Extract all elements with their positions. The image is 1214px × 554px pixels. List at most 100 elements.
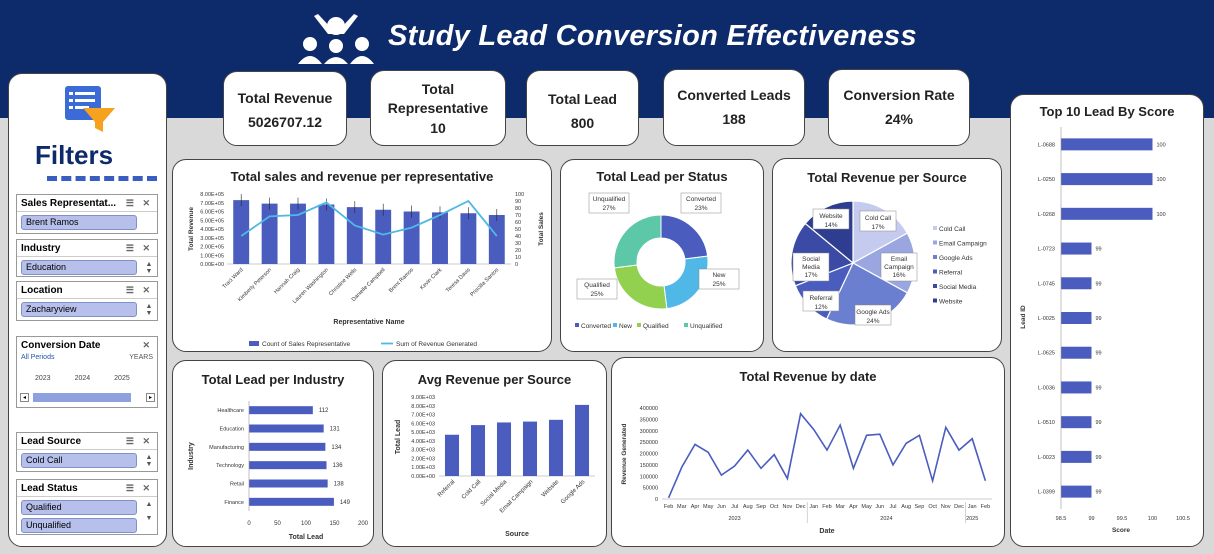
data-label: 99 [1096, 455, 1102, 461]
donut-slice [613, 264, 668, 310]
legend-label: Google Ads [939, 255, 973, 262]
slicer-industry[interactable]: Industry ☰ ✕ Education ▲ ▼ [16, 239, 158, 277]
multiselect-clear-icon[interactable]: ☰ ✕ [125, 285, 153, 295]
bar [249, 461, 327, 470]
data-label-value: 24% [866, 318, 879, 325]
kpi-value: 10 [430, 120, 446, 136]
x-tick-label: Jul [731, 504, 738, 510]
bar [249, 424, 324, 433]
bar [522, 421, 538, 476]
y-tick-label: 50000 [643, 486, 658, 492]
x-tick-label: Aug [901, 504, 911, 510]
y-tick-label: L-0268 [1038, 212, 1055, 218]
series-line [240, 199, 498, 237]
bar [460, 213, 477, 264]
legend-swatch [613, 323, 617, 327]
bar [375, 209, 392, 264]
legend-swatch [933, 226, 937, 230]
y-tick-label: 1.00E+05 [200, 253, 224, 259]
x-tick-label: 100.5 [1176, 516, 1190, 522]
data-label: Social [802, 256, 820, 263]
chart-sales-rep: 0.00E+00 1.00E+05 2.00E+05 3.00E+05 4.00E+05… [188, 192, 545, 348]
kpi-value: 800 [570, 115, 595, 131]
data-label: 100 [1157, 177, 1166, 183]
data-label-value: 14% [824, 222, 837, 229]
bar [470, 425, 486, 476]
x-tick-label: May [703, 504, 714, 510]
x-tick-label: May [861, 504, 872, 510]
timeline-unit[interactable]: YEARS [129, 354, 153, 361]
slicer-location[interactable]: Location ☰ ✕ Zacharyview ▲ ▼ [16, 281, 158, 321]
bar [1061, 450, 1092, 463]
data-label: Referral [809, 295, 833, 302]
slicer-label: Industry [21, 243, 61, 254]
y-tick-label: 5.00E+03 [411, 430, 435, 436]
slicer-lead-status[interactable]: Lead Status ☰ ✕ Qualified Unqualified ▲ ▼ [16, 479, 158, 535]
data-label-box [698, 268, 740, 290]
y-axis-label: Lead ID [1020, 305, 1027, 329]
x-tick-label: Nov [941, 504, 951, 510]
kpi-total-revenue: Total Revenue 5026707.12 [223, 71, 347, 146]
slicer-item[interactable]: Education [21, 260, 137, 275]
chart-rev-date: 0 50000 100000 150000 200000 250000 300000 3500… [621, 406, 992, 535]
slicer-item[interactable]: Brent Ramos [21, 215, 137, 230]
kpi-value: 5026707.12 [248, 114, 322, 130]
slicer-label: Lead Source [21, 436, 82, 447]
multiselect-clear-icon[interactable]: ☰ ✕ [125, 483, 153, 493]
multiselect-clear-icon[interactable]: ☰ ✕ [125, 243, 153, 253]
timeline-right-arrow[interactable]: ▸ [146, 393, 155, 402]
kpi-label: Total Revenue [237, 90, 333, 106]
data-label: 99 [1096, 420, 1102, 426]
slicer-sales-representative[interactable]: Sales Representat... ☰ ✕ Brent Ramos [16, 194, 158, 234]
scroll-arrows-icon[interactable]: ▲ ▼ [145, 454, 153, 468]
y2-tick-label: 70 [515, 213, 521, 219]
x-tick-label: Referral [437, 479, 456, 498]
legend-label: New [619, 323, 632, 330]
scroll-arrows-icon[interactable]: ▲ ▼ [145, 261, 153, 275]
data-label-value: 25% [590, 291, 603, 298]
series-line [667, 411, 987, 499]
slicer-item[interactable]: Cold Call [21, 453, 137, 468]
x-tick-label: Cold Call [461, 479, 482, 500]
x-tick-label: Feb [664, 504, 673, 510]
y-tick-label: L-0688 [1038, 142, 1055, 148]
slicer-item[interactable]: Unqualified [21, 518, 137, 533]
legend-label: Converted [581, 323, 611, 330]
x-year-label: 2025 [966, 516, 978, 522]
multiselect-clear-icon[interactable]: ☰ ✕ [125, 198, 153, 208]
y2-tick-label: 40 [515, 234, 521, 240]
x-tick-label: Jul [889, 504, 896, 510]
scroll-arrows-icon[interactable]: ▲ ▼ [145, 303, 153, 317]
slicer-lead-source[interactable]: Lead Source ☰ ✕ Cold Call ▲ ▼ [16, 432, 158, 472]
x-tick-label: Jun [875, 504, 884, 510]
y-tick-label: 4.00E+05 [200, 227, 224, 233]
x-tick-label: Jun [717, 504, 726, 510]
data-label-box [680, 192, 722, 214]
y2-tick-label: 0 [515, 262, 518, 268]
timeline-conversion-date[interactable]: Conversion Date ✕ All Periods YEARS 2023 … [16, 336, 158, 408]
bar [249, 497, 334, 506]
multiselect-clear-icon[interactable]: ☰ ✕ [125, 436, 153, 446]
x-tick-label: Dec [796, 504, 806, 510]
data-label-value: 23% [694, 205, 707, 212]
timeline-bar[interactable] [33, 393, 131, 402]
data-label: 99 [1096, 385, 1102, 391]
y-tick-label: 6.00E+03 [411, 421, 435, 427]
legend-label: Website [939, 299, 963, 306]
x-year-label: 2024 [880, 516, 892, 522]
y-tick-label: L-0399 [1038, 490, 1055, 496]
timeline-left-arrow[interactable]: ◂ [20, 393, 29, 402]
x-tick-label: Hannah Craig [273, 267, 301, 295]
clear-filter-icon[interactable]: ✕ [142, 340, 153, 350]
slicer-item[interactable]: Qualified [21, 500, 137, 515]
kpi-label: Conversion Rate [843, 87, 955, 103]
y-tick-label: 100000 [640, 474, 658, 480]
scroll-arrows-icon[interactable]: ▲ ▼ [145, 501, 153, 522]
filters-title: Filters [35, 140, 114, 170]
slicer-item[interactable]: Zacharyview [21, 302, 137, 317]
x-tick-label: 50 [274, 521, 281, 527]
legend-label: Unqualified [690, 323, 723, 330]
x-tick-label: 100 [301, 521, 312, 527]
data-label-box [812, 208, 850, 230]
bar [1061, 485, 1092, 498]
